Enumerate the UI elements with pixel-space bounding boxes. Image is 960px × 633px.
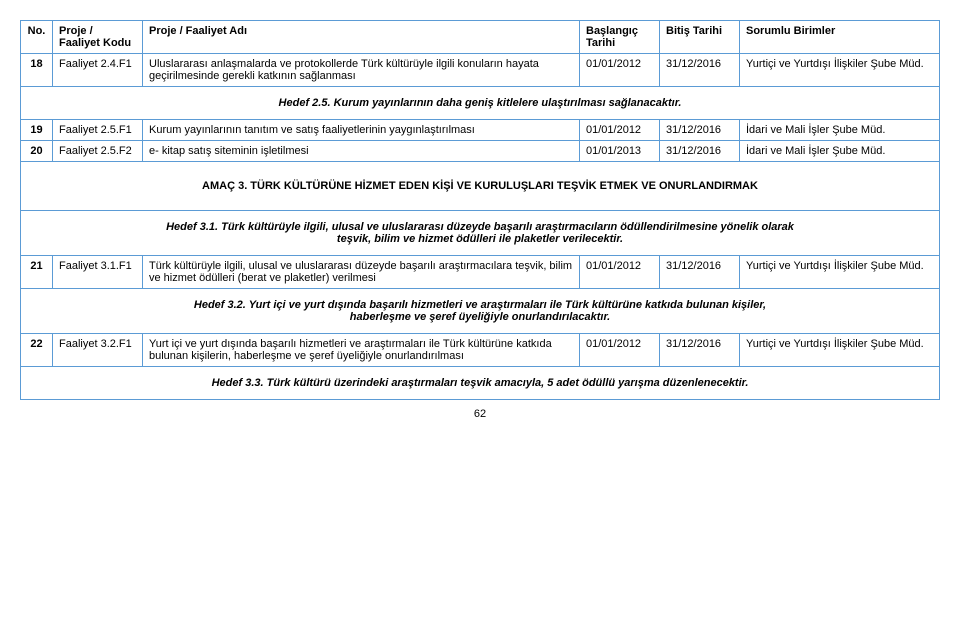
cell-bas: 01/01/2012 (580, 256, 660, 289)
cell-no: 19 (21, 120, 53, 141)
table-row: 18 Faaliyet 2.4.F1 Uluslararası anlaşmal… (21, 54, 940, 87)
th-no: No. (21, 21, 53, 54)
th-bitis: Bitiş Tarihi (660, 21, 740, 54)
cell-bas: 01/01/2012 (580, 120, 660, 141)
cell-bit: 31/12/2016 (660, 141, 740, 162)
section-amac-3: AMAÇ 3. TÜRK KÜLTÜRÜNE HİZMET EDEN KİŞİ … (21, 162, 940, 211)
cell-kodu: Faaliyet 2.5.F2 (53, 141, 143, 162)
th-adi: Proje / Faaliyet Adı (143, 21, 580, 54)
cell-adi: Uluslararası anlaşmalarda ve protokoller… (143, 54, 580, 87)
cell-sor: İdari ve Mali İşler Şube Müd. (740, 141, 940, 162)
cell-adi: Yurt içi ve yurt dışında başarılı hizmet… (143, 334, 580, 367)
cell-bit: 31/12/2016 (660, 256, 740, 289)
activities-table: No. Proje / Faaliyet Kodu Proje / Faaliy… (20, 20, 940, 400)
table-row: 22 Faaliyet 3.2.F1 Yurt içi ve yurt dışı… (21, 334, 940, 367)
section-hedef-3-1: Hedef 3.1. Türk kültürüyle ilgili, ulusa… (21, 211, 940, 256)
section-hedef-3-3: Hedef 3.3. Türk kültürü üzerindeki araşt… (21, 367, 940, 400)
hedef-3-2-line2: haberleşme ve şeref üyeliğiyle onurlandı… (27, 311, 933, 323)
cell-adi: Kurum yayınlarının tanıtım ve satış faal… (143, 120, 580, 141)
cell-sor: Yurtiçi ve Yurtdışı İlişkiler Şube Müd. (740, 54, 940, 87)
hedef-3-3-text: Hedef 3.3. Türk kültürü üzerindeki araşt… (212, 377, 749, 389)
cell-no: 22 (21, 334, 53, 367)
table-header-row: No. Proje / Faaliyet Kodu Proje / Faaliy… (21, 21, 940, 54)
hedef-2-5-text: Hedef 2.5. Kurum yayınlarının daha geniş… (279, 97, 682, 109)
cell-bit: 31/12/2016 (660, 54, 740, 87)
hedef-3-1-line1: Hedef 3.1. Türk kültürüyle ilgili, ulusa… (27, 221, 933, 233)
cell-bas: 01/01/2012 (580, 54, 660, 87)
hedef-3-1-line2: teşvik, bilim ve hizmet ödülleri ile pla… (27, 233, 933, 245)
cell-adi: Türk kültürüyle ilgili, ulusal ve ulusla… (143, 256, 580, 289)
section-hedef-2-5: Hedef 2.5. Kurum yayınlarının daha geniş… (21, 87, 940, 120)
cell-no: 21 (21, 256, 53, 289)
th-baslangic: Başlangıç Tarihi (580, 21, 660, 54)
th-sorumlu: Sorumlu Birimler (740, 21, 940, 54)
cell-bit: 31/12/2016 (660, 120, 740, 141)
cell-kodu: Faaliyet 3.1.F1 (53, 256, 143, 289)
cell-sor: Yurtiçi ve Yurtdışı İlişkiler Şube Müd. (740, 334, 940, 367)
cell-bas: 01/01/2013 (580, 141, 660, 162)
cell-no: 20 (21, 141, 53, 162)
table-row: 19 Faaliyet 2.5.F1 Kurum yayınlarının ta… (21, 120, 940, 141)
cell-bit: 31/12/2016 (660, 334, 740, 367)
amac-3-text: AMAÇ 3. TÜRK KÜLTÜRÜNE HİZMET EDEN KİŞİ … (202, 180, 758, 192)
table-row: 21 Faaliyet 3.1.F1 Türk kültürüyle ilgil… (21, 256, 940, 289)
cell-bas: 01/01/2012 (580, 334, 660, 367)
hedef-3-2-line1: Hedef 3.2. Yurt içi ve yurt dışında başa… (27, 299, 933, 311)
cell-adi: e- kitap satış siteminin işletilmesi (143, 141, 580, 162)
table-row: 20 Faaliyet 2.5.F2 e- kitap satış sitemi… (21, 141, 940, 162)
cell-kodu: Faaliyet 2.5.F1 (53, 120, 143, 141)
cell-kodu: Faaliyet 3.2.F1 (53, 334, 143, 367)
th-kodu: Proje / Faaliyet Kodu (53, 21, 143, 54)
cell-sor: Yurtiçi ve Yurtdışı İlişkiler Şube Müd. (740, 256, 940, 289)
page-number: 62 (20, 408, 940, 420)
cell-no: 18 (21, 54, 53, 87)
cell-kodu: Faaliyet 2.4.F1 (53, 54, 143, 87)
cell-sor: İdari ve Mali İşler Şube Müd. (740, 120, 940, 141)
section-hedef-3-2: Hedef 3.2. Yurt içi ve yurt dışında başa… (21, 289, 940, 334)
